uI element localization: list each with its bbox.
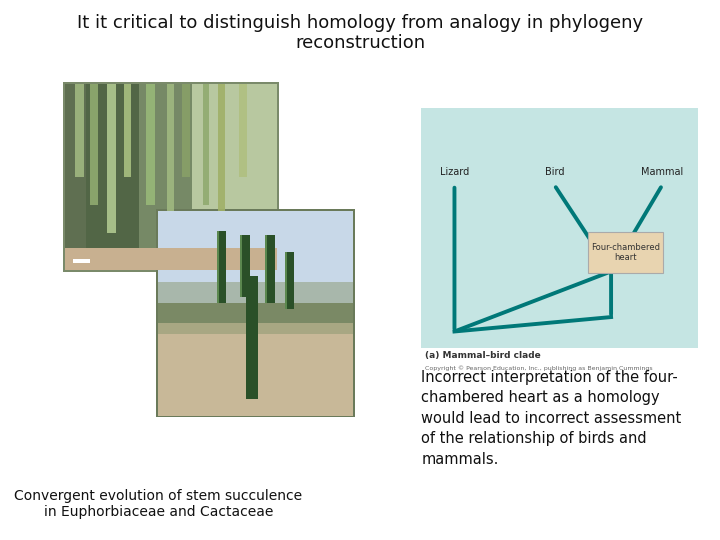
Text: Four-chambered
heart: Four-chambered heart xyxy=(591,243,660,262)
Bar xyxy=(421,108,698,348)
Bar xyxy=(240,235,250,297)
Bar xyxy=(246,276,258,400)
Bar xyxy=(86,84,192,270)
Bar xyxy=(240,235,242,297)
Bar xyxy=(217,231,219,303)
Bar xyxy=(63,82,279,272)
Bar xyxy=(266,235,275,303)
Bar xyxy=(239,84,248,177)
Bar xyxy=(65,84,277,270)
Bar xyxy=(158,211,353,303)
Text: Bird: Bird xyxy=(544,167,564,177)
Bar xyxy=(167,84,174,233)
Text: Copyright © Pearson Education, Inc., publishing as Benjamin Cummings: Copyright © Pearson Education, Inc., pub… xyxy=(425,366,652,371)
Bar xyxy=(107,84,116,233)
Bar xyxy=(217,231,226,303)
Bar xyxy=(158,323,353,416)
Text: (a) Mammal–bird clade: (a) Mammal–bird clade xyxy=(425,351,541,360)
Bar xyxy=(181,84,190,177)
Text: Lizard: Lizard xyxy=(440,167,469,177)
Bar xyxy=(285,252,287,309)
Bar xyxy=(90,84,98,205)
Text: It it critical to distinguish homology from analogy in phylogeny
reconstruction: It it critical to distinguish homology f… xyxy=(77,14,643,52)
FancyBboxPatch shape xyxy=(588,232,663,273)
Bar xyxy=(125,84,130,177)
Text: Incorrect interpretation of the four-
chambered heart as a homology
would lead t: Incorrect interpretation of the four- ch… xyxy=(421,370,681,467)
Bar xyxy=(76,84,84,177)
Bar xyxy=(158,282,353,334)
Bar xyxy=(266,235,267,303)
Bar xyxy=(217,84,225,233)
Bar xyxy=(145,84,155,205)
Bar xyxy=(65,84,139,270)
Bar xyxy=(73,259,90,262)
Text: Mammal: Mammal xyxy=(642,167,683,177)
Bar xyxy=(156,209,355,417)
Bar xyxy=(203,84,210,205)
Bar xyxy=(65,248,277,270)
Bar xyxy=(285,252,294,309)
Text: Convergent evolution of stem succulence
in Euphorbiaceae and Cactaceae: Convergent evolution of stem succulence … xyxy=(14,489,302,519)
